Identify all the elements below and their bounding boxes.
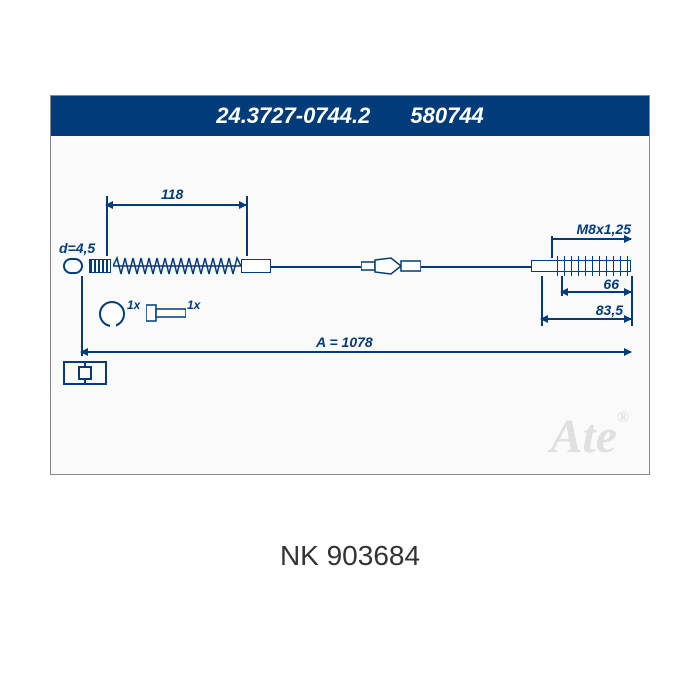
dim-arrow-thread: [551, 238, 631, 240]
thread-pattern: [551, 256, 631, 276]
mid-fitting: [361, 256, 421, 276]
cable-wire: [271, 266, 361, 268]
ferrule: [89, 259, 111, 273]
caption: NK 903684: [0, 540, 700, 572]
cable-spring: [113, 256, 241, 276]
dim-arrow-66: [561, 291, 631, 293]
diagram-frame: 24.3727-0744.2 580744 d=4,5 118 M8x1,25: [50, 95, 650, 475]
qty-bolt: 1x: [187, 298, 200, 312]
cable-end-loop: [63, 258, 83, 274]
clip-part: [99, 301, 125, 327]
bolt-part: [146, 301, 186, 325]
dim-thread: M8x1,25: [577, 221, 631, 237]
dim-ext-line: [81, 276, 83, 356]
dim-arrow-overall: [81, 351, 631, 353]
technical-drawing: d=4,5 118 M8x1,25: [51, 136, 649, 474]
dim-66: 66: [603, 276, 619, 292]
cable-wire: [421, 266, 531, 268]
brand-logo: Ate®: [550, 409, 629, 464]
part-reference: 24.3727-0744.2: [216, 103, 370, 129]
qty-clip: 1x: [127, 298, 140, 312]
header-bar: 24.3727-0744.2 580744: [51, 96, 649, 136]
ferrule: [241, 259, 271, 273]
dim-835: 83,5: [596, 302, 623, 318]
dim-d: d=4,5: [59, 240, 95, 256]
dim-overall: A = 1078: [316, 334, 373, 350]
dim-arrow-118: [106, 204, 246, 206]
logo-text: Ate: [550, 410, 617, 463]
symbol-box: [63, 361, 107, 385]
logo-reg: ®: [617, 409, 629, 426]
dim-arrow-835: [541, 318, 631, 320]
dim-118: 118: [161, 186, 183, 202]
part-code: 580744: [410, 103, 483, 129]
symbol-icon: [78, 366, 92, 380]
